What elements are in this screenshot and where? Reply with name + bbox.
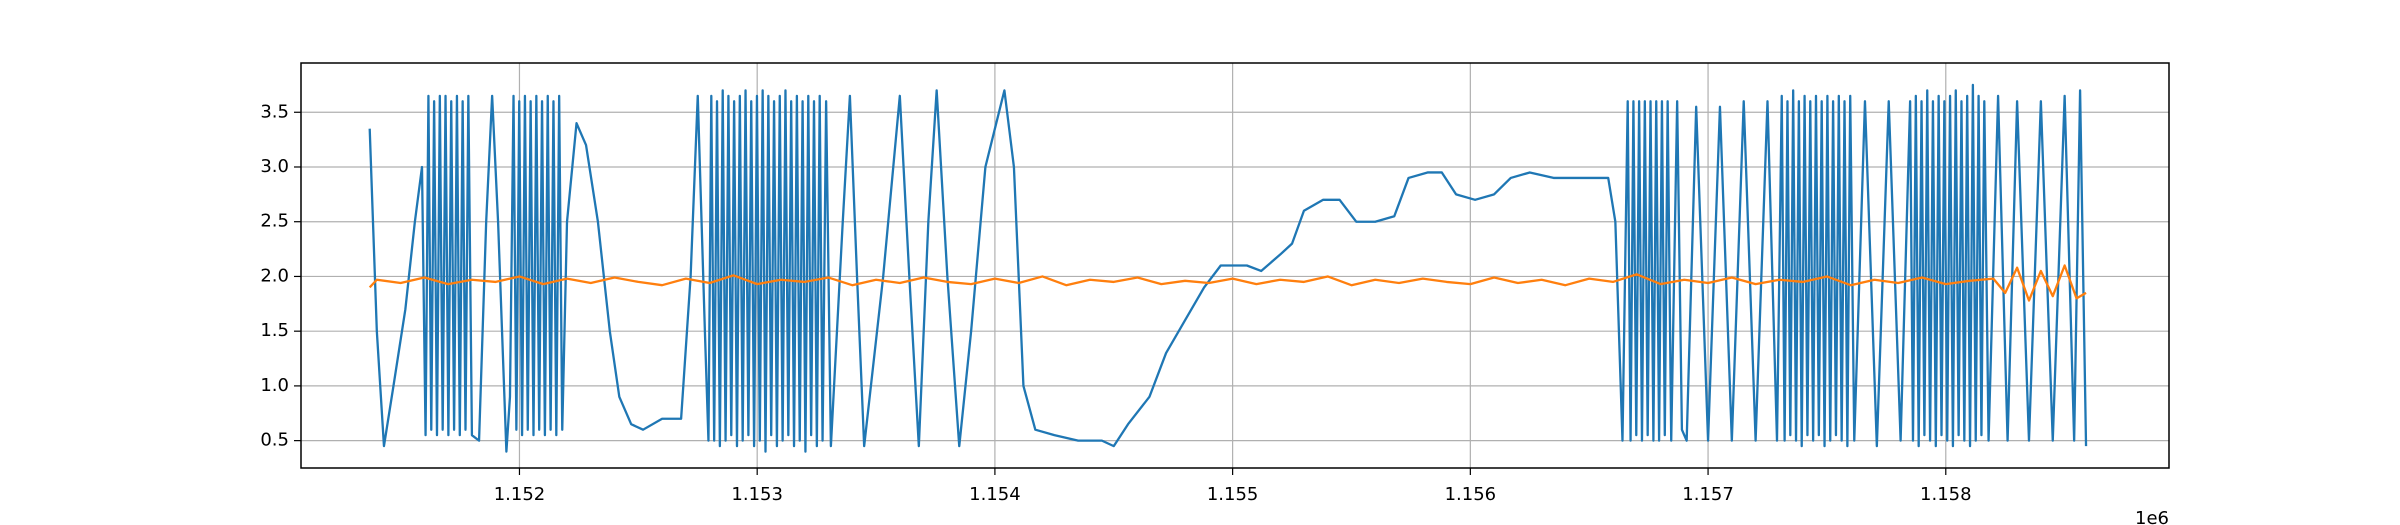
y-tick-label: 1.0	[260, 375, 289, 396]
tick-layer: 1.152 1.153 1.154 1.155 1.156 1.157 1.158 0.5 1.…	[260, 101, 1971, 505]
y-tick-label: 2.5	[260, 211, 289, 232]
x-tick-label: 1.155	[1207, 484, 1259, 505]
x-tick-label: 1.153	[731, 484, 783, 505]
x-tick-label: 1.156	[1445, 484, 1497, 505]
y-tick-label: 1.5	[260, 320, 289, 341]
axes-frame	[300, 62, 2170, 469]
y-tick-label: 0.5	[260, 430, 289, 451]
data-line	[368, 264, 2087, 302]
x-tick-label: 1.152	[494, 484, 546, 505]
y-tick-label: 2.0	[260, 265, 289, 286]
plot-layer	[368, 83, 2088, 453]
x-tick-label: 1.157	[1682, 484, 1734, 505]
y-tick-label: 3.0	[260, 156, 289, 177]
data-line	[368, 83, 2088, 453]
x-offset-label: 1e6	[2135, 508, 2169, 525]
x-tick-label: 1.154	[969, 484, 1021, 505]
x-tick-label: 1.158	[1920, 484, 1972, 505]
y-tick-label: 3.5	[260, 101, 289, 122]
